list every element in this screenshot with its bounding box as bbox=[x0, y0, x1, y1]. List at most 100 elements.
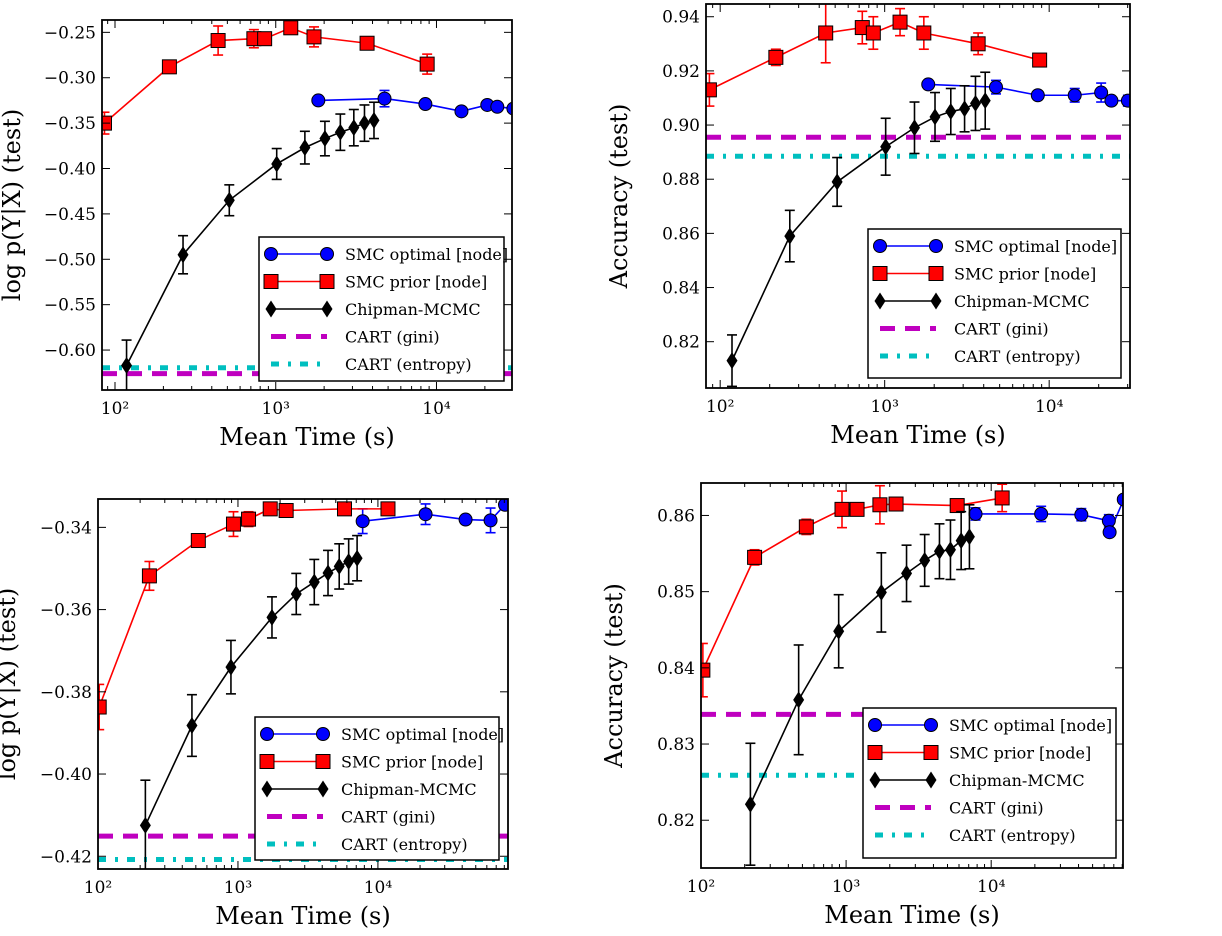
smc_prior-point bbox=[225, 516, 241, 532]
y-tick-label: −0.25 bbox=[44, 23, 96, 43]
y-axis-label: log p(Y|X) (test) bbox=[0, 588, 22, 780]
smc_prior-point bbox=[888, 496, 904, 512]
legend-label: CART (gini) bbox=[341, 808, 436, 827]
legend-marker bbox=[265, 300, 277, 318]
legend-item-cart_entropy: CART (entropy) bbox=[267, 835, 468, 854]
smc_prior-point bbox=[380, 501, 396, 517]
chipman-point bbox=[139, 816, 151, 834]
smc_prior-point bbox=[970, 36, 986, 52]
y-tick-label: −0.38 bbox=[40, 683, 92, 703]
smc_optimal-point bbox=[968, 506, 983, 521]
y-tick-label: 0.86 bbox=[657, 506, 695, 526]
legend-label: CART (entropy) bbox=[954, 347, 1081, 366]
y-axis-label: Accuracy (test) bbox=[600, 583, 628, 769]
legend-label: CART (entropy) bbox=[949, 826, 1076, 845]
chipman-point bbox=[969, 94, 981, 112]
chipman-point bbox=[351, 549, 363, 567]
legend-marker bbox=[930, 292, 942, 310]
y-axis-label: Accuracy (test) bbox=[605, 104, 633, 290]
legend-item-cart_gini: CART (gini) bbox=[271, 328, 440, 347]
chipman-point bbox=[266, 608, 278, 626]
legend-label: SMC optimal [node] bbox=[341, 725, 504, 744]
smc_optimal-series bbox=[355, 499, 508, 535]
chipman-point bbox=[831, 173, 843, 191]
legend-marker bbox=[873, 239, 887, 253]
smc_optimal-point bbox=[921, 77, 936, 92]
legend-marker bbox=[928, 266, 944, 281]
x-tick-label: 10³ bbox=[832, 877, 860, 897]
legend-marker bbox=[317, 780, 329, 798]
chipman-line bbox=[125, 119, 375, 366]
legend-label: CART (entropy) bbox=[341, 835, 468, 854]
chipman-point bbox=[333, 557, 345, 575]
chipman-point bbox=[793, 691, 805, 709]
legend-item-smc_prior: SMC prior [node] bbox=[263, 273, 487, 292]
smc_prior-point bbox=[768, 49, 784, 65]
chipman-point bbox=[744, 795, 756, 813]
chipman-point bbox=[944, 541, 956, 559]
smc_optimal-point bbox=[458, 512, 473, 527]
y-tick-label: 0.85 bbox=[657, 583, 695, 603]
y-tick-label: −0.40 bbox=[44, 160, 96, 180]
legend-marker bbox=[321, 300, 333, 318]
smc_prior-point bbox=[834, 501, 850, 517]
chipman-point bbox=[358, 114, 370, 132]
y-tick-label: 0.90 bbox=[662, 116, 700, 136]
smc_optimal-point bbox=[418, 97, 433, 112]
smc_optimal-point bbox=[1094, 85, 1109, 100]
subplot-2: 0.82 0.84 0.86 0.88 0.90 0.92 0.94 10² 10³ 10⁴ Mea… bbox=[605, 3, 1131, 449]
legend-marker bbox=[874, 292, 886, 310]
chipman-point bbox=[223, 191, 235, 209]
y-tick-label: 0.82 bbox=[657, 811, 695, 831]
y-tick-label: 0.84 bbox=[662, 279, 700, 299]
smc_optimal-point bbox=[497, 499, 508, 512]
legend-label: CART (gini) bbox=[954, 320, 1049, 339]
plot-area bbox=[706, 4, 1130, 388]
legend-item-smc_optimal: SMC optimal [node] bbox=[264, 245, 508, 264]
legend-item-chipman: Chipman-MCMC bbox=[265, 300, 481, 319]
smc_prior-point bbox=[359, 35, 375, 51]
legend-item-chipman: Chipman-MCMC bbox=[261, 780, 477, 799]
legend-item-cart_entropy: CART (entropy) bbox=[880, 347, 1081, 366]
legend-marker bbox=[316, 727, 330, 741]
y-tick-label: −0.36 bbox=[40, 601, 92, 621]
chipman-point bbox=[271, 155, 283, 173]
smc_prior-series bbox=[706, 4, 1048, 107]
x-tick-label: 10² bbox=[101, 399, 129, 419]
x-axis-label: Mean Time (s) bbox=[215, 902, 391, 930]
smc_prior-point bbox=[916, 25, 932, 41]
chipman-point bbox=[908, 119, 920, 137]
smc_optimal-series bbox=[921, 77, 1130, 108]
chipman-point bbox=[308, 573, 320, 591]
legend-item-smc_optimal: SMC optimal [node] bbox=[260, 725, 504, 744]
smc_prior-point bbox=[262, 501, 278, 517]
legend-marker bbox=[261, 780, 273, 798]
smc_optimal-point bbox=[1034, 506, 1049, 521]
legend: SMC optimal [node] SMC prior [node] Chipma… bbox=[867, 228, 1122, 379]
smc_prior-point bbox=[892, 14, 908, 30]
legend-label: Chipman-MCMC bbox=[954, 292, 1090, 311]
x-tick-label: 10² bbox=[687, 877, 715, 897]
chipman-point bbox=[875, 583, 887, 601]
smc_prior-point bbox=[872, 497, 888, 513]
chipman-point bbox=[901, 564, 913, 582]
smc_prior-point bbox=[161, 59, 177, 75]
y-axis-label: log p(Y|X) (test) bbox=[0, 109, 27, 301]
chipman-point bbox=[784, 227, 796, 245]
smc_prior-point bbox=[283, 20, 299, 36]
smc_prior-point bbox=[278, 503, 294, 519]
smc_prior-point bbox=[1032, 52, 1048, 68]
legend-label: SMC optimal [node] bbox=[949, 716, 1112, 735]
smc_optimal-point bbox=[483, 513, 498, 528]
legend-marker bbox=[869, 771, 881, 789]
legend-marker bbox=[868, 718, 882, 732]
legend-item-smc_prior: SMC prior [node] bbox=[872, 265, 1096, 284]
smc_optimal-point bbox=[355, 514, 370, 529]
legend-item-cart_entropy: CART (entropy) bbox=[875, 826, 1076, 845]
chipman-point bbox=[186, 717, 198, 735]
y-tick-label: −0.30 bbox=[44, 69, 96, 89]
legend: SMC optimal [node] SMC prior [node] Chipma… bbox=[258, 236, 508, 382]
legend-marker bbox=[872, 266, 888, 281]
chipman-series bbox=[139, 534, 363, 869]
x-tick-label: 10³ bbox=[262, 399, 290, 419]
